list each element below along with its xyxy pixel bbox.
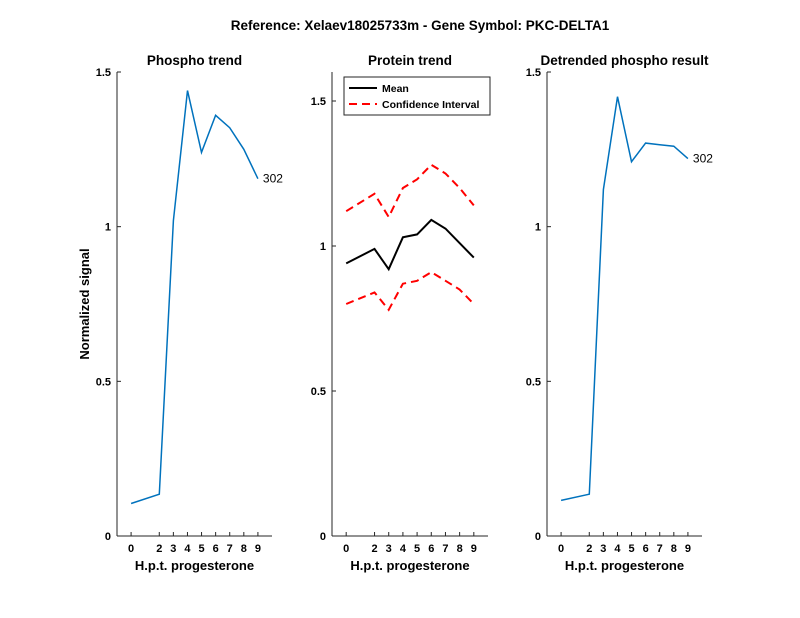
chart-title: Phospho trend <box>147 53 242 68</box>
series-line-phospho-1 <box>130 90 259 505</box>
x-tick-label: 8 <box>457 543 463 555</box>
y-tick-label: 0 <box>105 531 111 543</box>
y-tick-label: 0.5 <box>311 386 326 398</box>
series-line-confidence-interval-3 <box>345 270 475 312</box>
series-line-mean-1 <box>345 218 475 272</box>
y-tick-label: 1 <box>320 241 326 253</box>
x-tick-label: 5 <box>414 543 420 555</box>
x-tick-label: 7 <box>442 543 448 555</box>
x-tick-label: 7 <box>657 543 663 555</box>
x-tick-label: 4 <box>400 543 407 555</box>
y-tick-label: 1.5 <box>311 96 326 108</box>
chart-title: Detrended phospho result <box>540 53 709 68</box>
x-axis-label: H.p.t. progesterone <box>565 558 684 573</box>
x-tick-label: 3 <box>600 543 606 555</box>
y-tick-label: 0.5 <box>526 376 541 388</box>
legend-label: Confidence Interval <box>382 99 480 111</box>
x-tick-label: 2 <box>371 543 377 555</box>
x-tick-label: 8 <box>241 543 247 555</box>
x-tick-label: 0 <box>343 543 349 555</box>
x-tick-label: 9 <box>685 543 691 555</box>
x-axis-label: H.p.t. progesterone <box>350 558 469 573</box>
legend-label: Mean <box>382 83 409 95</box>
x-tick-label: 6 <box>213 543 219 555</box>
x-tick-label: 9 <box>255 543 261 555</box>
x-tick-label: 4 <box>614 543 621 555</box>
x-tick-label: 0 <box>128 543 134 555</box>
x-tick-label: 9 <box>471 543 477 555</box>
x-tick-label: 3 <box>170 543 176 555</box>
data-label: 302 <box>693 152 713 166</box>
chart-title: Protein trend <box>368 53 452 68</box>
legend-box <box>343 76 491 116</box>
x-tick-label: 6 <box>428 543 434 555</box>
x-tick-label: 5 <box>198 543 204 555</box>
chart-panel-2: Protein trend 0 2 3 4 5 6 7 8 9 0 0.5 1 1.5 H.p.t. pro… <box>311 53 491 573</box>
series-line-phospho-1 <box>560 96 689 502</box>
x-tick-label: 3 <box>386 543 392 555</box>
x-tick-label: 7 <box>227 543 233 555</box>
y-tick-label: 0.5 <box>96 376 111 388</box>
x-tick-label: 2 <box>586 543 592 555</box>
series-line-confidence-interval-2 <box>345 163 475 220</box>
y-tick-label: 1.5 <box>96 67 111 79</box>
y-tick-label: 1 <box>535 222 541 234</box>
x-tick-label: 8 <box>671 543 677 555</box>
x-tick-label: 2 <box>156 543 162 555</box>
y-tick-label: 1.5 <box>526 67 541 79</box>
data-label: 302 <box>263 172 283 186</box>
x-tick-label: 4 <box>184 543 191 555</box>
x-axis-label: H.p.t. progesterone <box>135 558 254 573</box>
x-tick-label: 6 <box>643 543 649 555</box>
figure-title: Reference: Xelaev18025733m - Gene Symbol… <box>231 18 610 33</box>
x-tick-label: 0 <box>558 543 564 555</box>
x-tick-label: 5 <box>628 543 634 555</box>
y-axis-label: Normalized signal <box>77 248 92 359</box>
y-tick-label: 0 <box>320 531 326 543</box>
chart-panel-3: Detrended phospho result 0 2 3 4 5 6 7 8 9 0 0.5 1 1.… <box>526 53 714 573</box>
chart-panel-1: Phospho trend 0 2 3 4 5 6 7 8 9 0 0.5 1 1.5 H.p.t. pro… <box>77 53 283 573</box>
y-tick-label: 0 <box>535 531 541 543</box>
y-tick-label: 1 <box>105 222 111 234</box>
